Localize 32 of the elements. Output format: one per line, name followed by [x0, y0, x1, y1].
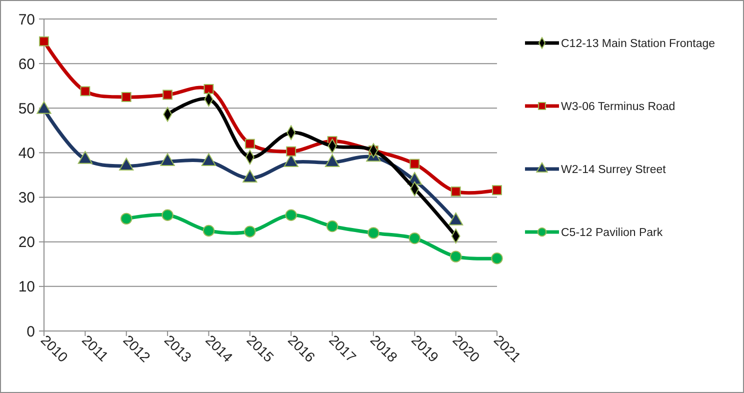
point — [244, 138, 255, 149]
y-tick-label: 30 — [18, 190, 35, 207]
point — [121, 92, 132, 102]
point — [410, 158, 420, 169]
point — [204, 84, 214, 94]
y-tick-label: 0 — [26, 323, 35, 340]
point — [326, 220, 338, 232]
point — [450, 250, 462, 262]
point — [368, 227, 380, 239]
y-tick-label: 70 — [18, 11, 35, 28]
point — [80, 86, 90, 96]
point — [202, 224, 215, 237]
legend-label: C5-12 Pavilion Park — [561, 227, 663, 240]
legend-label: W2-14 Surrey Street — [561, 164, 667, 176]
point — [408, 232, 420, 244]
legend-label: C12-13 Main Station Frontage — [561, 38, 716, 50]
point — [450, 186, 461, 196]
point — [286, 146, 296, 156]
point — [162, 209, 174, 221]
legend-label: W3-06 Terminus Road — [561, 101, 676, 114]
point — [492, 185, 502, 196]
y-tick-label: 50 — [18, 100, 35, 118]
point — [244, 226, 256, 238]
y-tick-label: 60 — [18, 56, 35, 73]
point — [162, 90, 173, 100]
y-tick-label: 10 — [18, 278, 35, 296]
y-tick-label: 40 — [18, 144, 35, 162]
y-tick-label: 20 — [18, 234, 35, 252]
point — [285, 209, 297, 221]
point — [491, 252, 503, 264]
point — [120, 212, 132, 225]
point — [39, 36, 49, 46]
